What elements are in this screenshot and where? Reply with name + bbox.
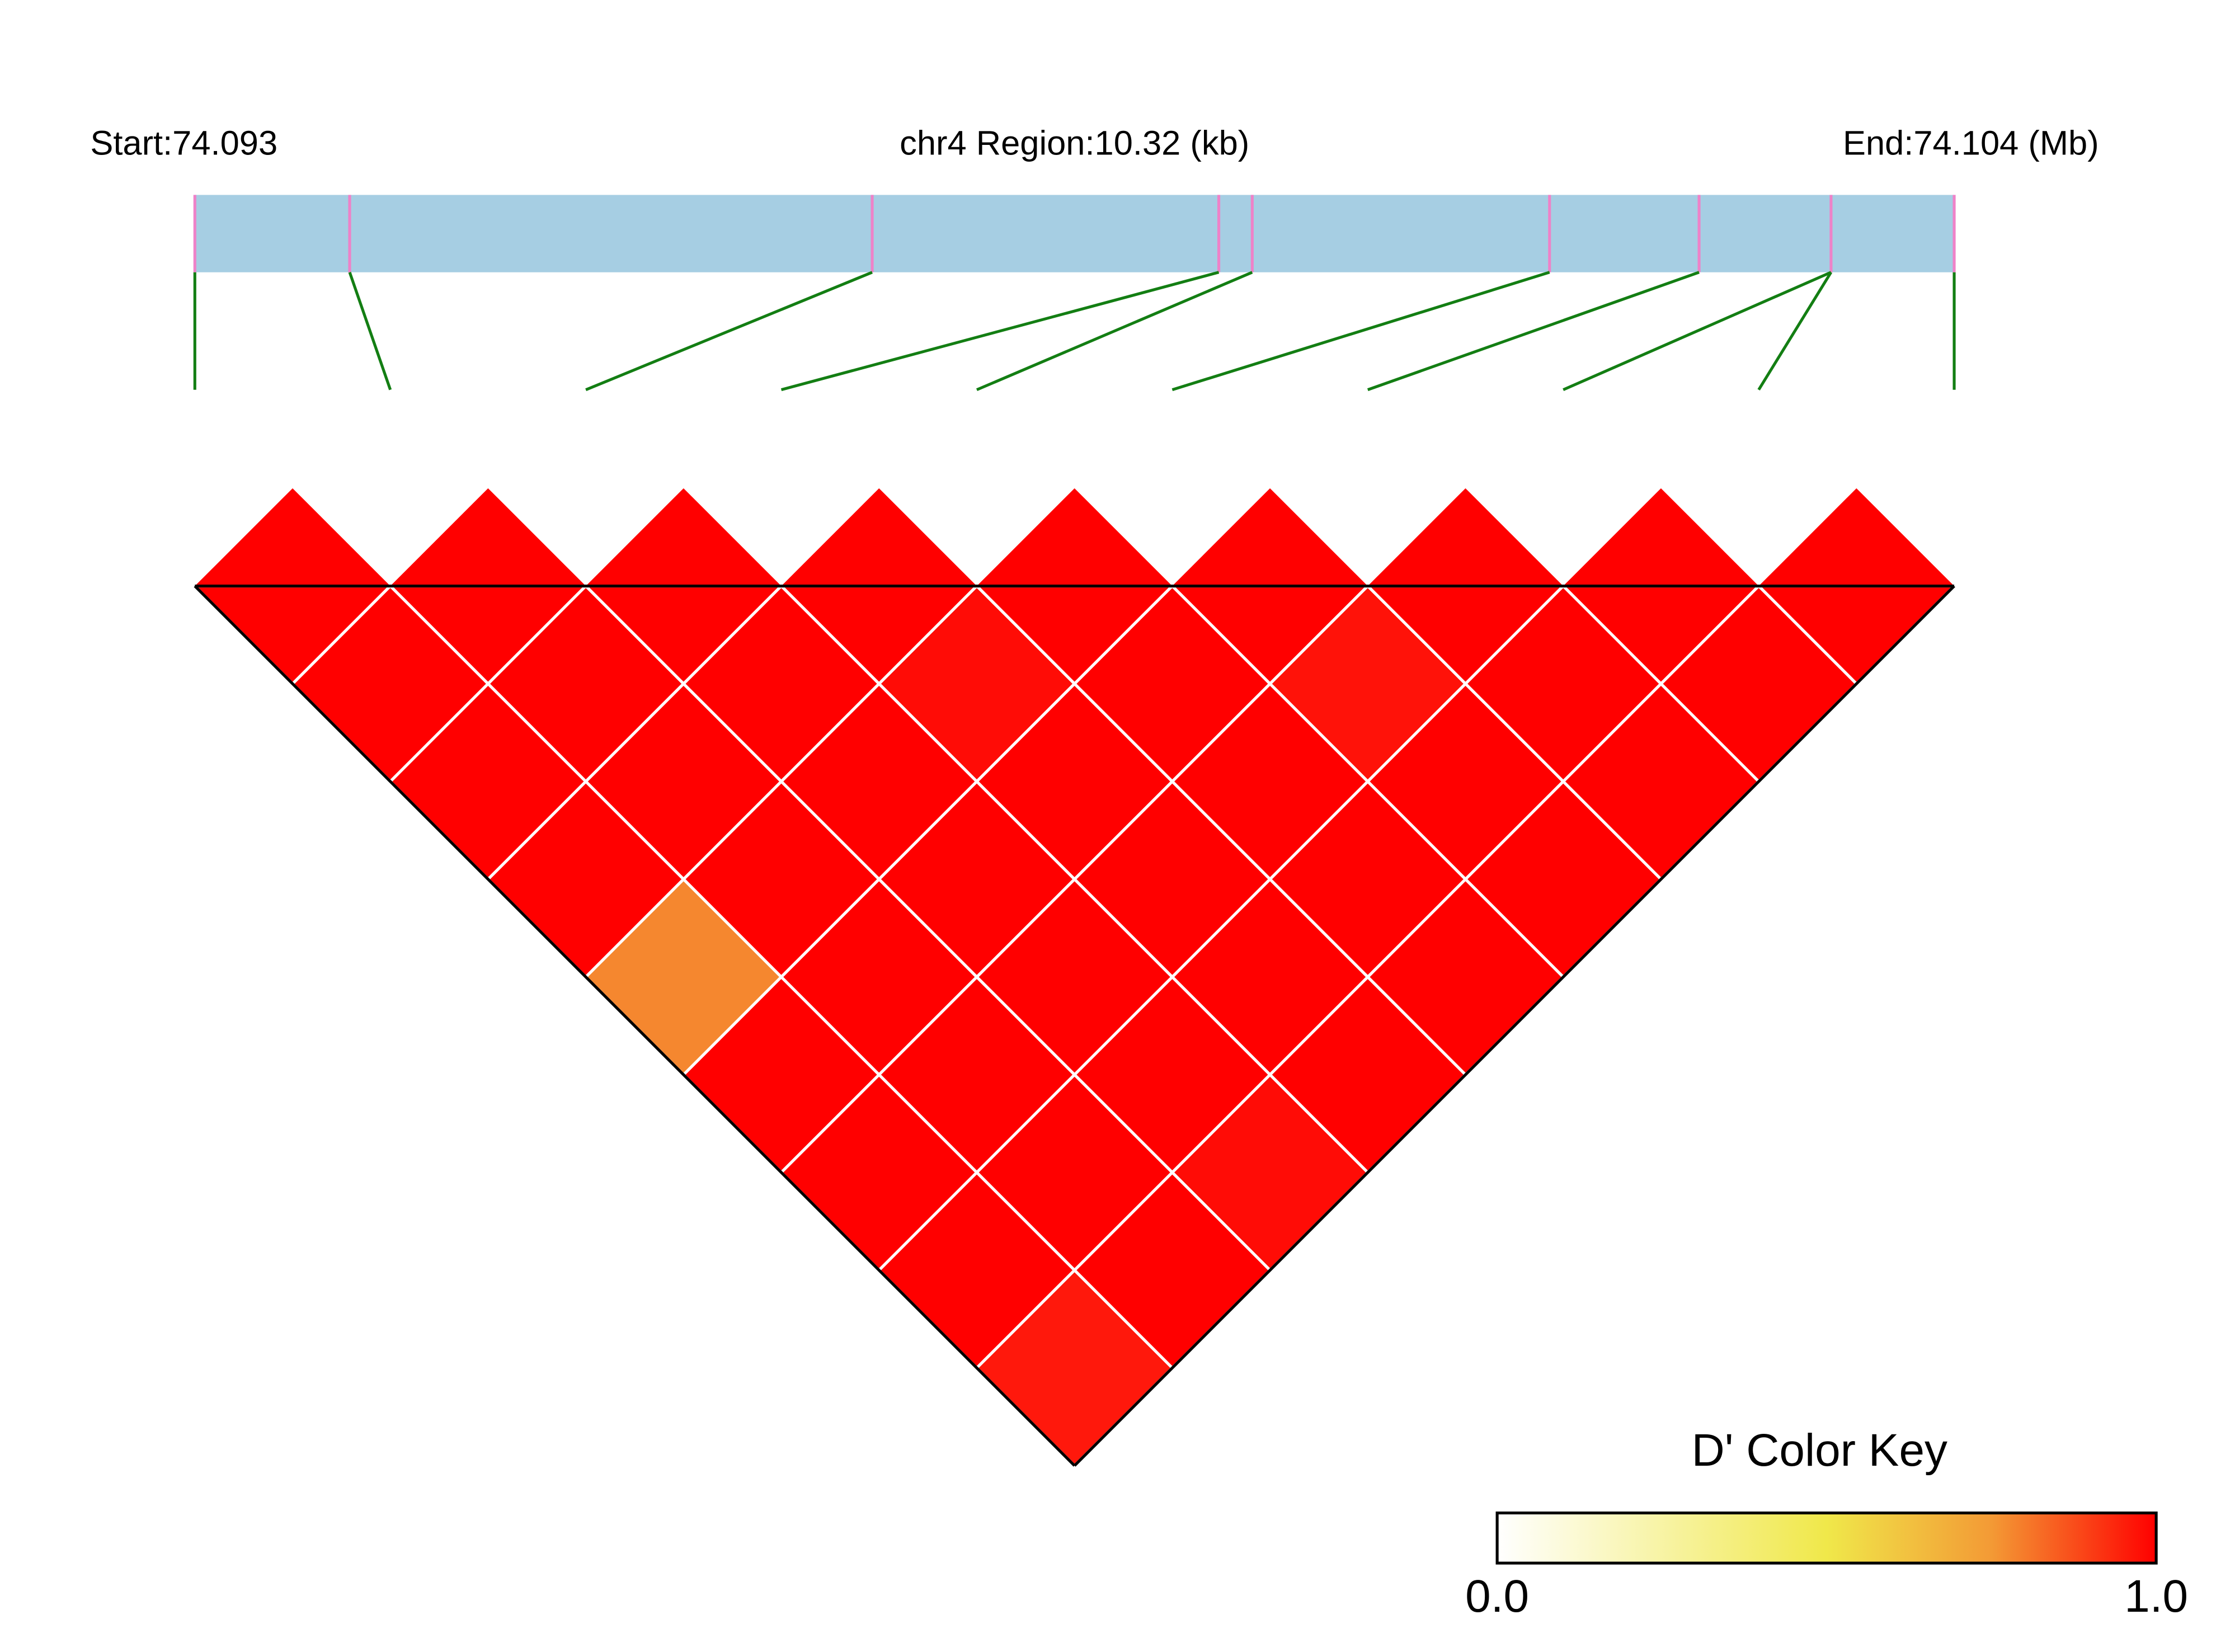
snp-cap-1 xyxy=(195,488,390,586)
heatmap-left-edge xyxy=(194,585,1076,1467)
snp-cap-5 xyxy=(976,488,1173,586)
heatmap-right-edge xyxy=(1073,585,1955,1467)
snp-tick-group xyxy=(193,195,1956,272)
region-bar xyxy=(195,195,1955,272)
snp-connector-7 xyxy=(1367,271,1700,392)
snp-cap-6 xyxy=(1172,488,1368,586)
snp-connector-8 xyxy=(1563,271,1832,392)
region-start-label: Start:74.093 xyxy=(90,124,277,163)
snp-connector-2 xyxy=(348,271,392,390)
snp-cap-4 xyxy=(781,488,977,586)
color-key-max-label: 1.0 xyxy=(2124,1571,2188,1622)
color-key-min-label: 0.0 xyxy=(1465,1571,1529,1622)
ld-cell-group xyxy=(191,583,1958,1468)
snp-connector-6 xyxy=(1171,271,1550,392)
region-end-label: End:74.104 (Mb) xyxy=(1843,124,2099,163)
snp-cap-9 xyxy=(1758,488,1955,586)
region-title-label: chr4 Region:10.32 (kb) xyxy=(900,124,1249,163)
snp-cap-2 xyxy=(390,488,586,586)
snp-cap-8 xyxy=(1563,488,1759,586)
snp-cap-3 xyxy=(586,488,782,586)
snp-connector-9 xyxy=(1757,271,1833,391)
snp-cap-group xyxy=(195,488,1955,586)
snp-connector-3 xyxy=(585,271,873,392)
color-key-gradient-bar xyxy=(1495,1511,2158,1565)
color-key: D' Color Key 0.0 1.0 xyxy=(1465,1425,2188,1622)
snp-cap-7 xyxy=(1367,488,1564,586)
snp-connector-5 xyxy=(976,271,1253,392)
color-key-title: D' Color Key xyxy=(1692,1425,1947,1476)
snp-connector-4 xyxy=(780,271,1220,392)
snp-connector-group xyxy=(193,271,1956,392)
